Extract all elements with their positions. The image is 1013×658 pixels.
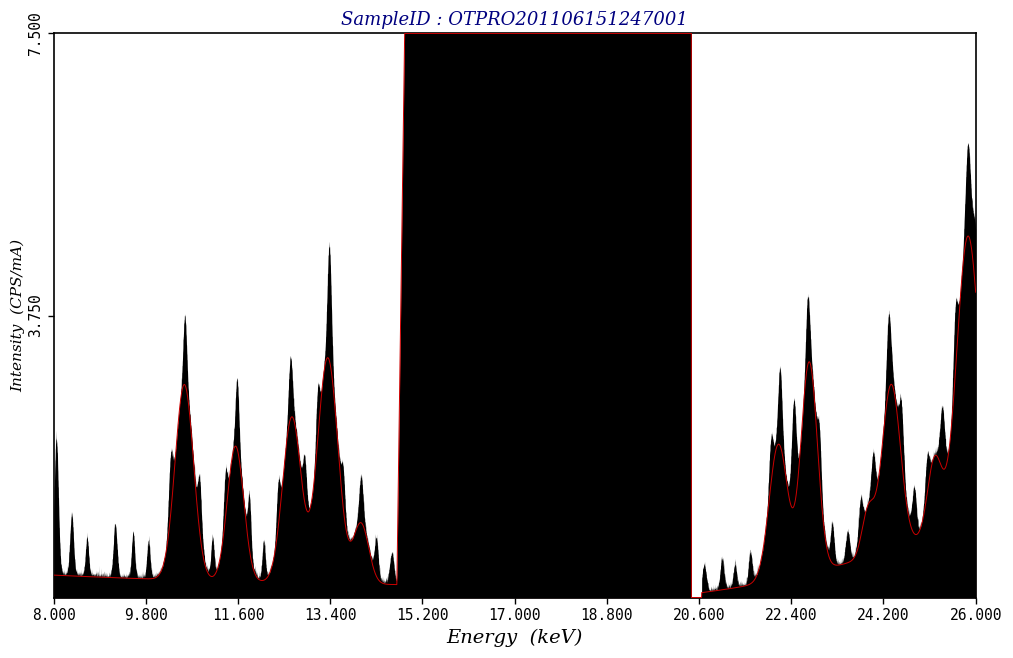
X-axis label: Energy  (keV): Energy (keV) <box>447 628 582 647</box>
Y-axis label: Intensity  (CPS/mA): Intensity (CPS/mA) <box>11 239 25 392</box>
Title: SampleID : OTPRO201106151247001: SampleID : OTPRO201106151247001 <box>341 11 688 29</box>
